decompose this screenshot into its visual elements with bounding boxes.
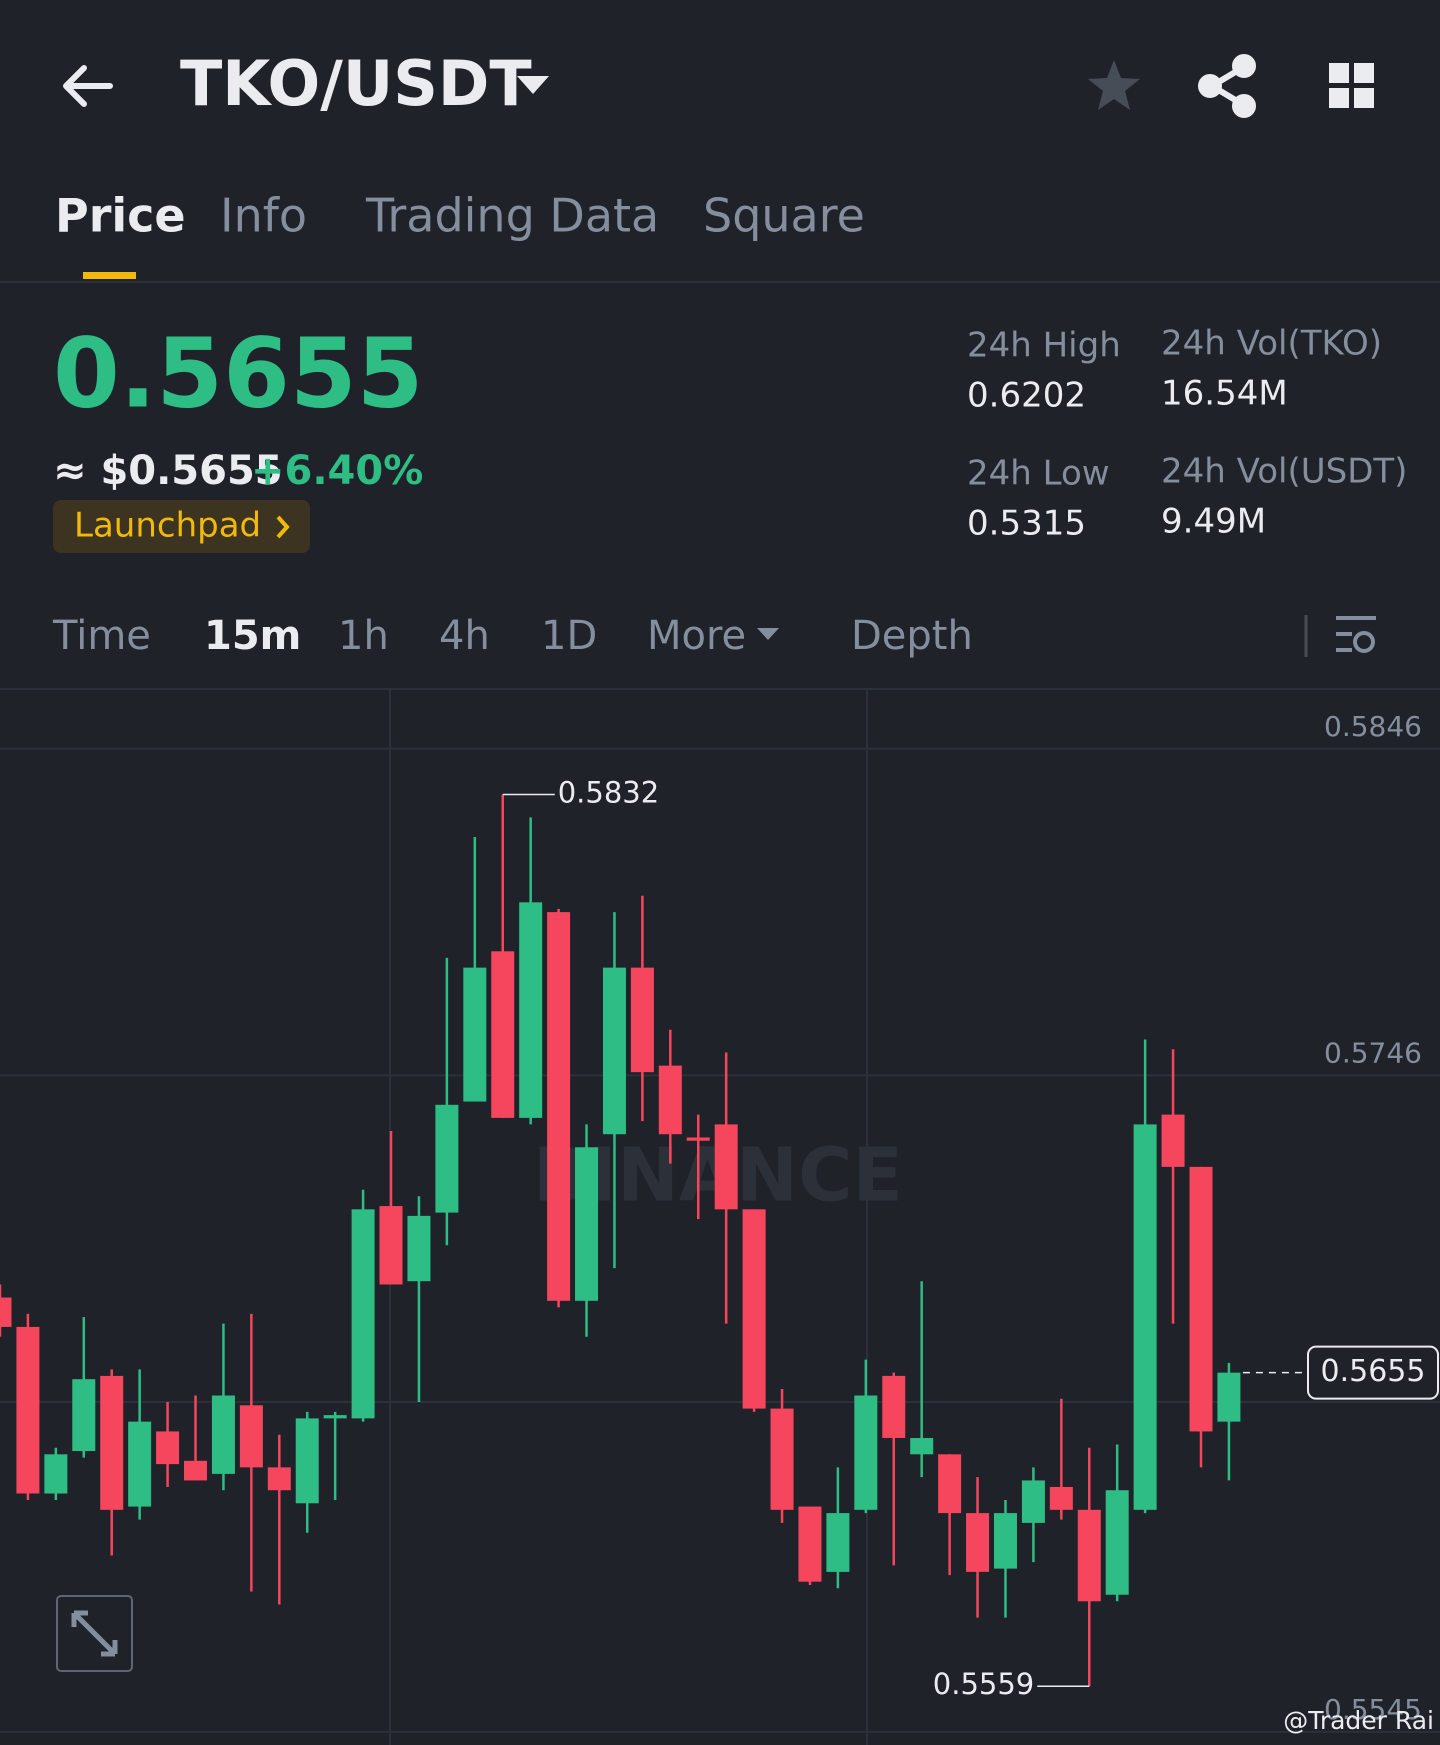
tab[interactable]: Price (55, 189, 186, 243)
candle-body (0, 1297, 12, 1327)
stat-label: 24h Vol(TKO) (1161, 324, 1382, 364)
candle-body (602, 967, 626, 1135)
candle-body (882, 1375, 906, 1438)
candle-body (44, 1454, 68, 1494)
candle-body (100, 1375, 124, 1510)
chart-settings[interactable] (1336, 616, 1376, 653)
candle-body (435, 1104, 459, 1213)
candle-body (742, 1209, 766, 1409)
candle-body (72, 1379, 96, 1452)
candle-body (966, 1513, 990, 1572)
interval[interactable]: Depth (851, 613, 973, 659)
candle-body (630, 967, 654, 1073)
launchpad-badge[interactable] (53, 500, 310, 553)
tab-indicator (83, 272, 136, 279)
usd-price: ≈ $0.5655 (53, 448, 283, 494)
pair-dropdown[interactable] (517, 76, 549, 94)
interval[interactable]: 1D (541, 613, 597, 659)
candle-body (714, 1124, 738, 1210)
stat-label: 24h Low (967, 454, 1110, 494)
candle-body (1049, 1486, 1073, 1510)
candle-body (379, 1206, 403, 1285)
last-price-label: 0.5655 (1321, 1354, 1426, 1389)
candle-body (1217, 1372, 1241, 1422)
candle-body (798, 1506, 822, 1582)
candle-body (407, 1215, 431, 1282)
interval[interactable]: 15m (204, 613, 301, 659)
candle-body (1133, 1124, 1157, 1510)
candle-body (1161, 1114, 1185, 1167)
candle-body (993, 1513, 1017, 1569)
interval[interactable]: 4h (439, 613, 490, 659)
candle-body (826, 1513, 850, 1572)
more-dropdown[interactable] (757, 628, 779, 640)
y-tick-label: 0.5746 (1324, 1036, 1422, 1069)
candle-body (211, 1395, 235, 1474)
stat-label: 24h High (967, 326, 1121, 366)
candle-body (575, 1147, 599, 1301)
candle-body (128, 1421, 152, 1507)
candle-body (295, 1418, 319, 1504)
candle-body (156, 1431, 180, 1465)
candle-body (770, 1408, 794, 1510)
grid-menu[interactable] (1329, 63, 1374, 108)
candle-body (239, 1405, 263, 1468)
back-button[interactable] (63, 65, 113, 107)
badge-label[interactable]: Launchpad (74, 506, 261, 546)
tab[interactable]: Square (703, 189, 865, 243)
y-tick-label: 0.5545 (1324, 1693, 1422, 1726)
last-price: 0.5655 (53, 317, 423, 429)
candle-body (1189, 1166, 1213, 1432)
watermark: @Trader Rai (1283, 1706, 1434, 1735)
candle-body (1077, 1509, 1101, 1602)
share-button[interactable] (1198, 54, 1256, 118)
candle-body (1021, 1480, 1045, 1523)
candle-body (547, 912, 571, 1301)
pair-title[interactable]: TKO/USDT (180, 47, 532, 120)
expand-button[interactable] (56, 1595, 133, 1672)
extreme-label: 0.5832 (558, 776, 659, 810)
interval[interactable]: More (647, 613, 746, 659)
interval[interactable]: 1h (338, 613, 389, 659)
extreme-label: 0.5559 (933, 1667, 1034, 1701)
candle-body (184, 1460, 208, 1481)
candle-body (519, 902, 543, 1118)
last-price-box (1307, 1345, 1439, 1400)
candlestick-chart: 0.58460.57460.56460.55450.58320.55590.56… (0, 710, 1440, 1733)
stat-value: 0.5315 (967, 504, 1086, 544)
candle-body (938, 1454, 962, 1514)
candle-body (16, 1326, 40, 1494)
stat-value: 0.6202 (967, 376, 1086, 416)
interval[interactable]: Time (52, 613, 151, 659)
candle-body (658, 1065, 682, 1135)
badge-arrow (276, 515, 290, 539)
stat-label: 24h Vol(USDT) (1161, 452, 1407, 492)
stat-value: 16.54M (1161, 374, 1288, 414)
candle-body (491, 951, 515, 1118)
candle-body (686, 1137, 710, 1141)
price-change: +6.40% (251, 448, 423, 494)
tab[interactable]: Trading Data (365, 189, 659, 243)
expand-icon (71, 1610, 118, 1657)
candle-body (351, 1209, 375, 1419)
stat-value: 9.49M (1161, 502, 1266, 542)
favorite-star[interactable] (1088, 60, 1140, 110)
tab[interactable]: Info (220, 189, 307, 243)
candle-body (1105, 1490, 1129, 1595)
candle-body (323, 1415, 347, 1419)
y-tick-label: 0.5846 (1324, 710, 1422, 743)
candle-body (910, 1437, 934, 1455)
candle-body (267, 1467, 291, 1491)
candle-body (463, 967, 487, 1102)
candle-body (854, 1395, 878, 1510)
